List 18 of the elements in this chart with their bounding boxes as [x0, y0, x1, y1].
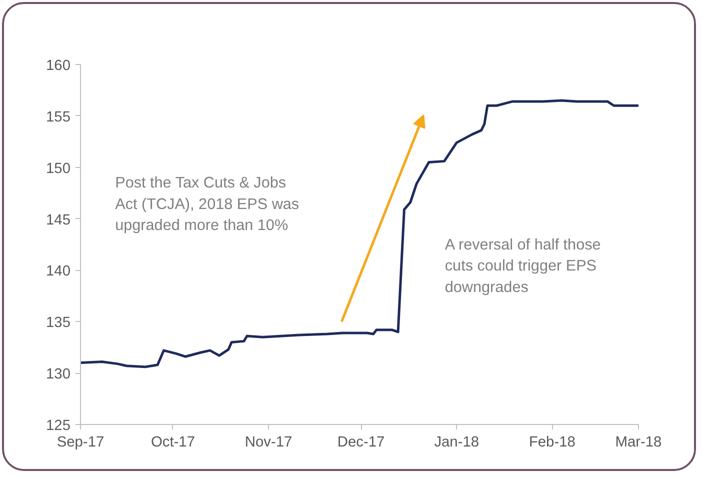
y-tick-label: 135 — [46, 315, 71, 332]
x-tick-label: Sep-17 — [56, 434, 104, 450]
annotation: Post the Tax Cuts & Jobs Act (TCJA), 2018 EPS was upgraded more than 10% — [115, 174, 300, 234]
x-tick-label: Dec-17 — [337, 434, 385, 450]
y-tick-label: 140 — [46, 264, 71, 280]
x-tick-label: Oct-17 — [150, 434, 195, 450]
x-tick-label: Feb-18 — [528, 434, 576, 450]
y-tick-label: 130 — [46, 366, 71, 383]
y-tick-label: 160 — [46, 58, 71, 74]
x-tick-label: Nov-17 — [244, 434, 292, 450]
y-tick-label: 150 — [46, 160, 71, 177]
line-series — [80, 99, 638, 368]
y-tick-label: 155 — [46, 109, 71, 126]
y-tick-label: 145 — [46, 212, 71, 228]
y-tick-label: 125 — [46, 418, 71, 434]
x-tick-label: Jan-18 — [434, 434, 480, 450]
annotation: A reversal of half those cuts could trigger EPS downgrades — [444, 236, 601, 296]
x-tick-label: Mar-18 — [615, 434, 662, 450]
